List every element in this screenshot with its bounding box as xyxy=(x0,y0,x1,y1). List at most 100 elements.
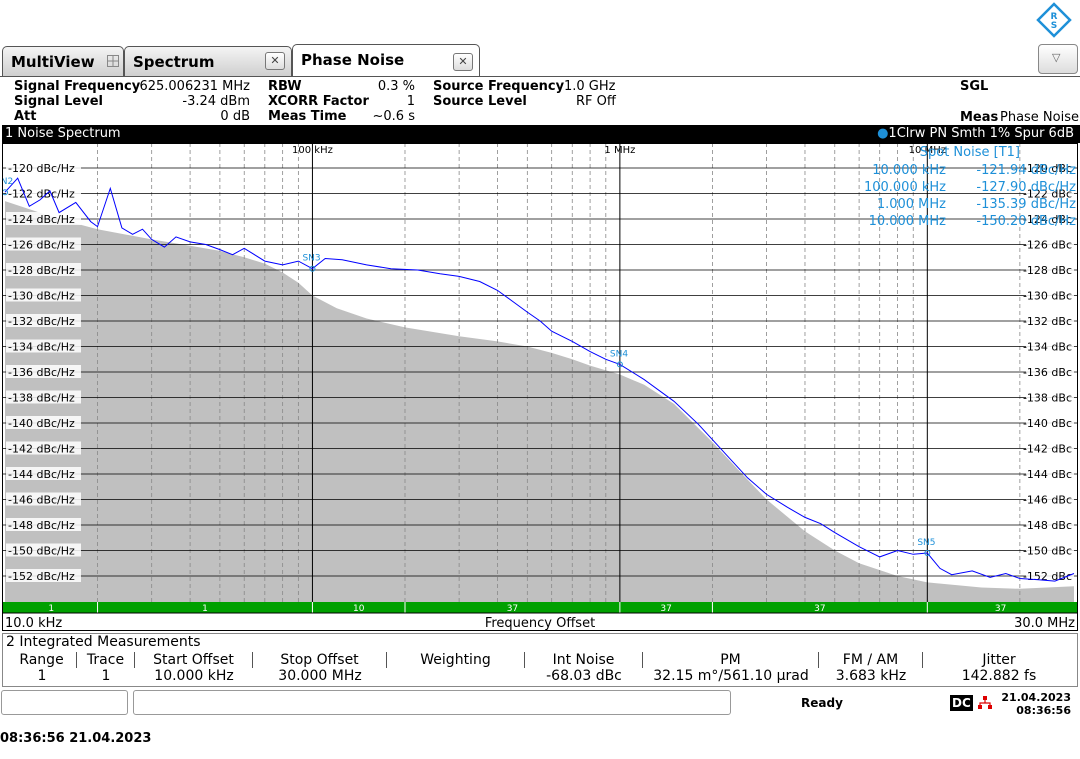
y-tick-label-right-bg xyxy=(1026,186,1074,200)
source-level-value: RF Off xyxy=(576,94,616,109)
y-tick-label-left: -140 dBc/Hz xyxy=(8,417,75,430)
close-icon[interactable]: ✕ xyxy=(265,52,285,70)
y-tick-label-right: -142 dBc xyxy=(1023,443,1072,456)
y-tick-label-right: -144 dBc xyxy=(1023,468,1072,481)
window-title: 1 Noise Spectrum xyxy=(5,126,121,141)
y-tick-label-right: -130 dBc xyxy=(1023,290,1072,303)
y-tick-label-bg xyxy=(6,569,81,582)
xcorr-label: XCORR Factor xyxy=(268,94,369,109)
x-axis-label: Frequency Offset xyxy=(485,616,595,631)
tab-spectrum-label: Spectrum xyxy=(133,53,215,71)
xcorr-value: 1 xyxy=(406,94,415,109)
meas-time-value: ~0.6 s xyxy=(372,109,415,124)
meas-value: Phase Noise xyxy=(999,110,1079,125)
y-tick-label-right-bg xyxy=(1026,288,1074,302)
green-bar-label: 10 xyxy=(353,604,365,614)
signal-frequency-value: 625.006231 MHz xyxy=(139,79,250,94)
integrated-header: Int Noise xyxy=(525,652,643,668)
green-bar-label: 1 xyxy=(202,604,208,614)
y-tick-label-right-bg xyxy=(1026,390,1074,404)
phase-noise-chart: -120 dBc/Hz -120 dBc-122 dBc/Hz -122 dBc-1… xyxy=(2,143,1078,631)
rbw-label: RBW xyxy=(268,79,302,94)
spot-marker xyxy=(616,361,623,368)
y-tick-label-right-bg xyxy=(1026,314,1074,327)
status-bar: Ready DC 21.04.2023 08:36:56 xyxy=(0,688,1080,718)
source-frequency-label: Source Frequency xyxy=(433,79,565,94)
green-bar-label: 37 xyxy=(507,604,518,614)
y-tick-label-bg xyxy=(6,212,81,225)
integrated-header: Weighting xyxy=(387,652,525,668)
y-tick-label-left: -150 dBc/Hz xyxy=(8,545,75,558)
y-tick-label-bg xyxy=(6,263,81,276)
y-tick-label-bg xyxy=(6,365,81,378)
y-tick-label-right-bg xyxy=(1026,518,1074,531)
window-title-bar: 1 Noise Spectrum ●1Clrw PN Smth 1% Spur … xyxy=(2,125,1080,143)
y-tick-label-bg xyxy=(6,288,81,302)
integrated-cell: 1 xyxy=(101,668,111,684)
integrated-cell: -68.03 dBc xyxy=(546,668,622,684)
sgl-indicator: SGL xyxy=(960,79,989,94)
noise-floor-area xyxy=(5,201,1074,602)
y-tick-label-right: -148 dBc xyxy=(1023,519,1072,532)
dropdown-button[interactable]: ▽ xyxy=(1038,44,1078,74)
tab-multiview[interactable]: MultiView xyxy=(2,46,124,76)
green-bar-label: 37 xyxy=(814,604,825,614)
integrated-cell: 32.15 m°/561.10 µrad xyxy=(653,668,809,684)
status-date: 21.04.2023 xyxy=(1001,691,1071,704)
tab-spectrum[interactable]: Spectrum ✕ xyxy=(124,46,292,76)
tab-multiview-label: MultiView xyxy=(11,53,95,71)
y-tick-label-right-bg xyxy=(1026,237,1074,251)
close-icon[interactable]: ✕ xyxy=(453,53,473,71)
y-tick-label-left: -148 dBc/Hz xyxy=(8,519,75,532)
green-status-bar xyxy=(3,602,1077,613)
spot-noise-value: -150.20 dBc/Hz xyxy=(976,214,1076,229)
y-tick-label-right: -150 dBc xyxy=(1023,545,1072,558)
y-tick-label-bg xyxy=(6,492,81,506)
grid-icon xyxy=(107,55,119,67)
y-tick-label-right-bg xyxy=(1026,161,1074,174)
y-tick-label-bg xyxy=(6,339,81,353)
y-tick-label-right: -136 dBc xyxy=(1023,366,1072,379)
spot-noise-value: -121.94 dBc/Hz xyxy=(976,163,1076,178)
trace-info-wrap: ●1Clrw PN Smth 1% Spur 6dB xyxy=(877,125,1074,143)
source-frequency-value: 1.0 GHz xyxy=(564,79,616,94)
status-field-2[interactable] xyxy=(133,690,731,715)
status-field-1[interactable] xyxy=(1,690,128,715)
y-tick-label-left: -130 dBc/Hz xyxy=(8,290,75,303)
y-tick-label-right-bg xyxy=(1026,543,1074,557)
integrated-header: PM xyxy=(643,652,819,668)
y-tick-label-left: -124 dBc/Hz xyxy=(8,213,75,226)
spot-marker-label: SN5 xyxy=(917,538,935,548)
y-tick-label-right: -146 dBc xyxy=(1023,494,1072,507)
integrated-cell: 3.683 kHz xyxy=(835,668,907,684)
y-tick-label-right-bg xyxy=(1026,263,1074,276)
spot-marker-label: SN2 xyxy=(2,177,13,187)
decade-label: 100 kHz xyxy=(292,145,333,156)
integrated-cell: 30.000 MHz xyxy=(278,668,362,684)
dc-indicator: DC xyxy=(950,695,973,711)
y-tick-label-right: -132 dBc xyxy=(1023,315,1072,328)
trace-info: 1Clrw PN Smth 1% Spur 6dB xyxy=(888,126,1074,141)
svg-text:R: R xyxy=(1051,12,1058,22)
y-tick-label-bg xyxy=(6,314,81,327)
spot-marker-label: SN3 xyxy=(302,254,320,264)
rs-logo-icon: R S xyxy=(1036,2,1072,38)
y-tick-label-left: -126 dBc/Hz xyxy=(8,239,75,252)
y-tick-label-left: -138 dBc/Hz xyxy=(8,392,75,405)
y-tick-label-right: -138 dBc xyxy=(1023,392,1072,405)
rbw-value: 0.3 % xyxy=(377,79,415,94)
y-tick-label-right-bg xyxy=(1026,492,1074,506)
spot-noise-offset: 10.000 MHz xyxy=(869,214,947,229)
settings-panel: Signal Frequency 625.006231 MHz Signal L… xyxy=(0,77,1080,125)
y-tick-label-right: -120 dBc xyxy=(1023,162,1072,175)
att-label: Att xyxy=(14,109,37,124)
tab-phase-noise-label: Phase Noise xyxy=(301,51,405,69)
chevron-down-icon: ▽ xyxy=(1052,51,1061,64)
y-tick-label-right: -124 dBc xyxy=(1023,213,1072,226)
source-level-label: Source Level xyxy=(433,94,527,109)
tab-phase-noise[interactable]: Phase Noise ✕ xyxy=(292,44,480,77)
spot-noise-title: Spot Noise [T1] xyxy=(920,145,1020,160)
att-value: 0 dB xyxy=(220,109,250,124)
signal-level-label: Signal Level xyxy=(14,94,103,109)
